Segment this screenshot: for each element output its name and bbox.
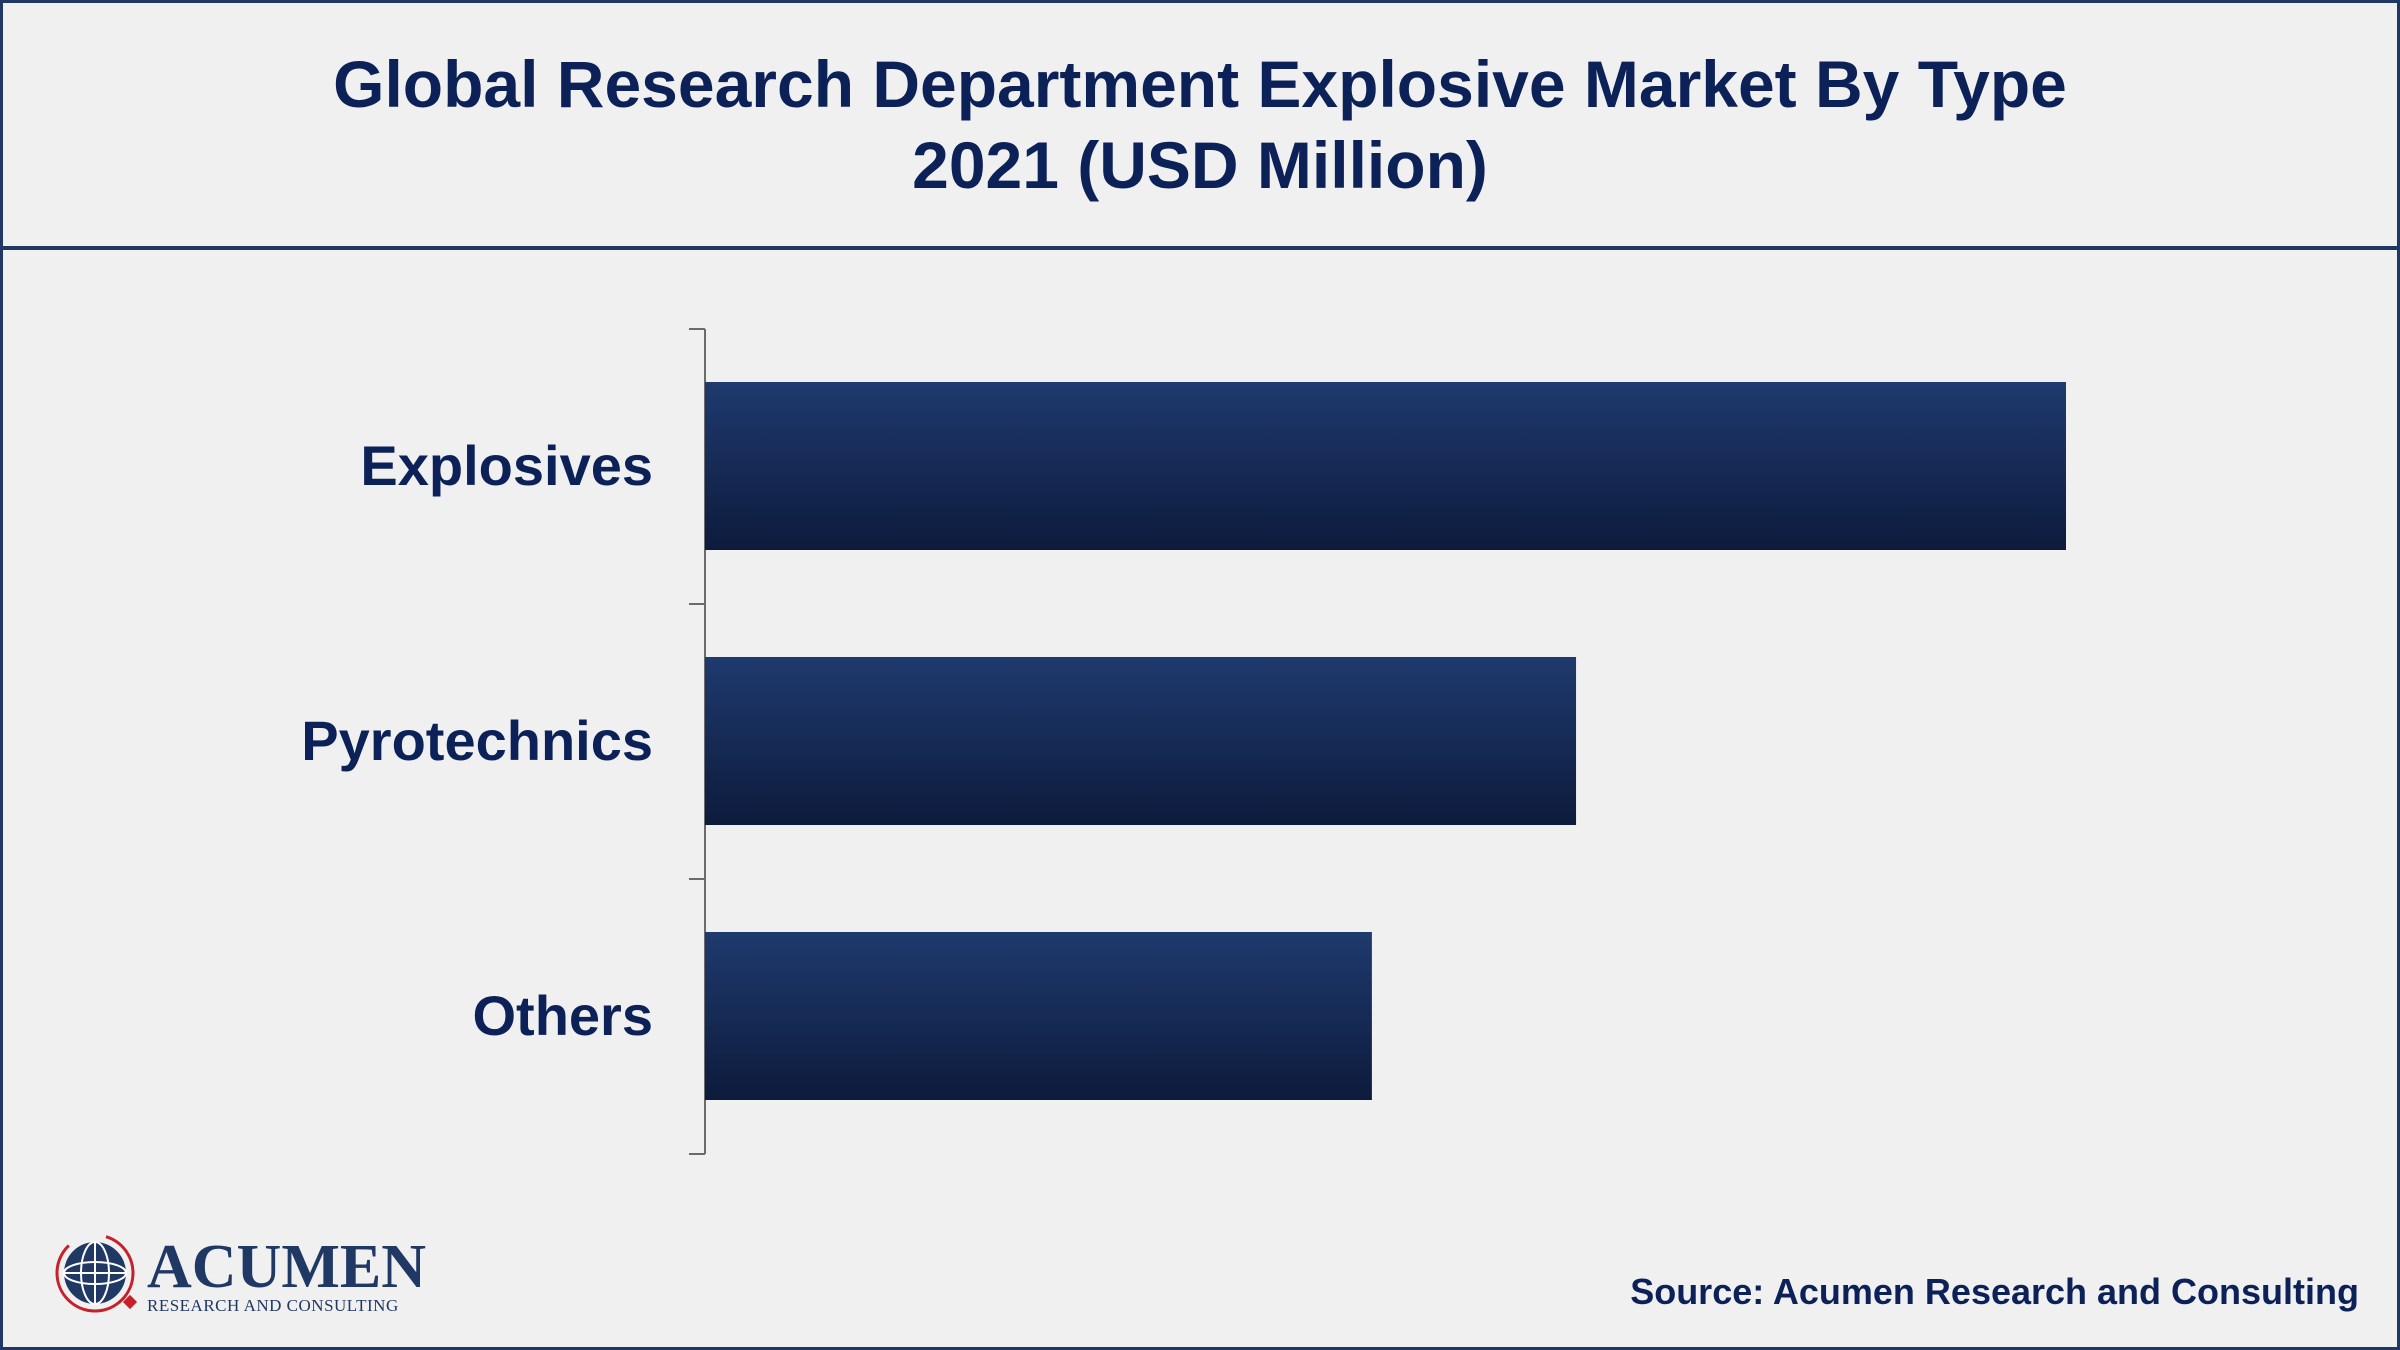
- bars: [705, 382, 2066, 1100]
- bar-chart: Explosives Pyrotechnics Others: [301, 328, 2066, 1155]
- logo-tagline: RESEARCH AND CONSULTING: [147, 1296, 399, 1315]
- category-label-explosives: Explosives: [360, 434, 653, 497]
- category-labels: Explosives Pyrotechnics Others: [301, 434, 653, 1047]
- bar-others: [705, 932, 1372, 1100]
- bar-pyrotechnics: [705, 657, 1577, 825]
- source-note: Source: Acumen Research and Consulting: [1630, 1271, 2359, 1312]
- category-label-pyrotechnics: Pyrotechnics: [301, 709, 653, 772]
- globe-icon: [55, 1233, 138, 1313]
- chart-title: Global Research Department Explosive Mar…: [333, 46, 2067, 202]
- category-label-others: Others: [473, 984, 654, 1047]
- y-axis: [689, 328, 706, 1155]
- acumen-logo: ACUMEN RESEARCH AND CONSULTING: [55, 1233, 426, 1315]
- header: Global Research Department Explosive Mar…: [3, 3, 2397, 250]
- bar-explosives: [705, 382, 2066, 550]
- logo-wordmark: ACUMEN: [147, 1233, 426, 1301]
